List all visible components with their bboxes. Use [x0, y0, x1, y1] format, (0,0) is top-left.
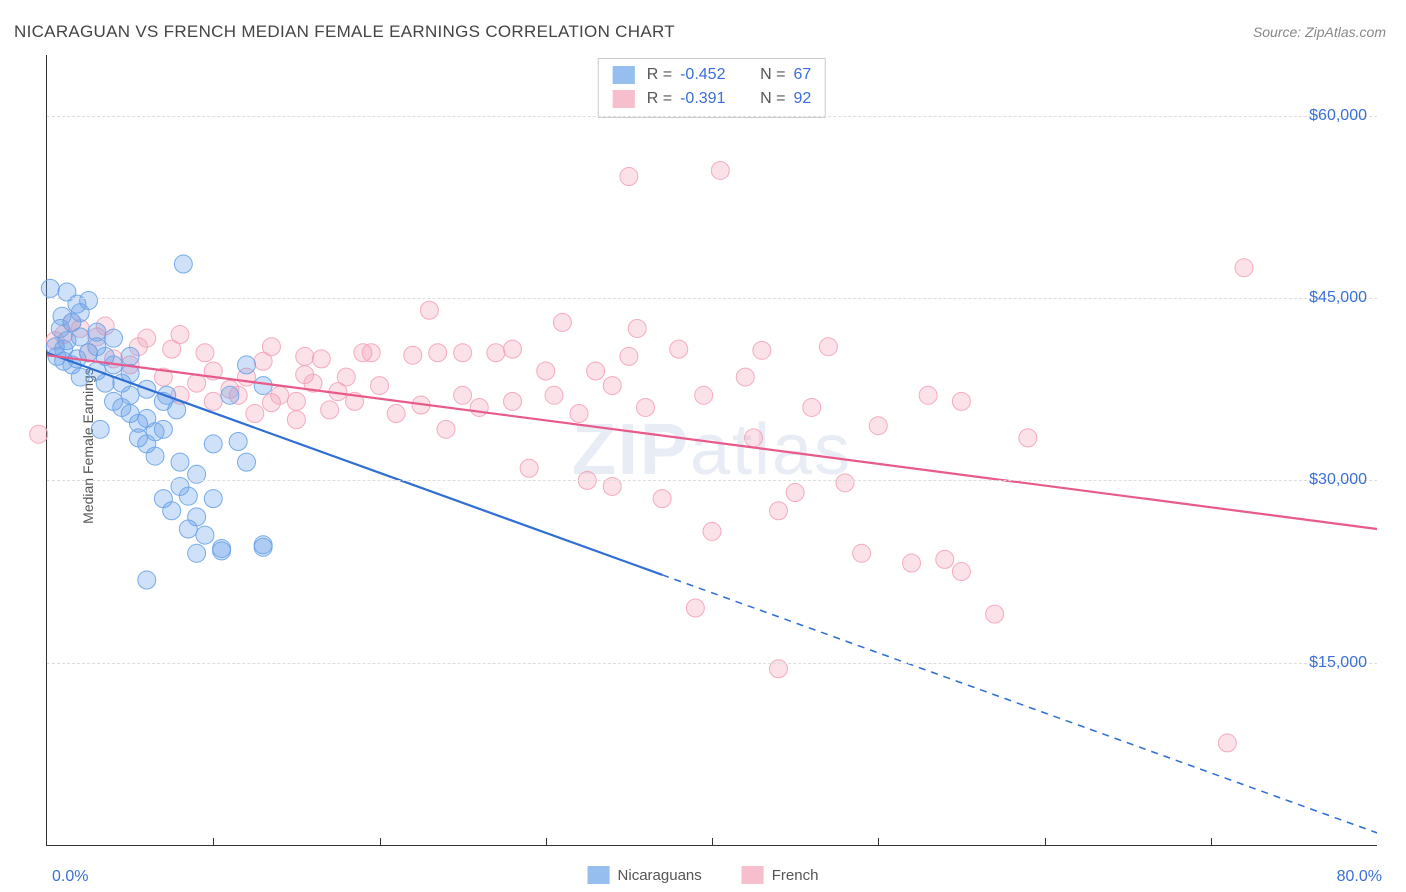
source-attribution: Source: ZipAtlas.com — [1253, 24, 1386, 40]
chart-title: NICARAGUAN VS FRENCH MEDIAN FEMALE EARNI… — [14, 22, 675, 42]
x-axis-min-label: 0.0% — [52, 868, 88, 886]
stats-legend: R = -0.452 N = 67 R = -0.391 N = 92 — [598, 58, 826, 118]
legend-label-nicaraguans: Nicaraguans — [618, 867, 702, 884]
legend-swatch-nicaraguans — [588, 866, 610, 884]
plot-area: ZIPatlas R = -0.452 N = 67 R = -0.391 N … — [46, 55, 1377, 846]
stats-row-nicaraguans: R = -0.452 N = 67 — [613, 63, 811, 87]
stats-row-french: R = -0.391 N = 92 — [613, 87, 811, 111]
swatch-french — [613, 90, 635, 108]
chart-container: NICARAGUAN VS FRENCH MEDIAN FEMALE EARNI… — [0, 0, 1406, 892]
series-legend: Nicaraguans French — [588, 866, 819, 884]
x-axis-max-label: 80.0% — [1337, 868, 1382, 886]
legend-label-french: French — [772, 867, 819, 884]
legend-item-french: French — [742, 866, 819, 884]
legend-swatch-french — [742, 866, 764, 884]
swatch-nicaraguans — [613, 66, 635, 84]
plot-svg — [47, 55, 1377, 845]
legend-item-nicaraguans: Nicaraguans — [588, 866, 702, 884]
